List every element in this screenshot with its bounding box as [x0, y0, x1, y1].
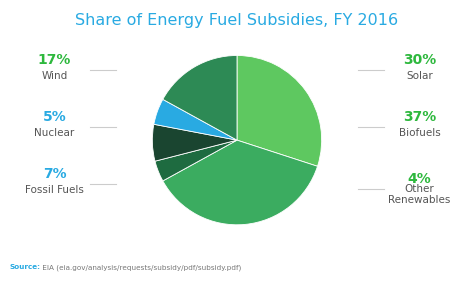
Wedge shape	[237, 55, 322, 166]
Text: EIA (eia.gov/analysis/requests/subsidy/pdf/subsidy.pdf): EIA (eia.gov/analysis/requests/subsidy/p…	[40, 264, 242, 271]
Wedge shape	[154, 99, 237, 140]
Text: Source:: Source:	[9, 265, 40, 270]
Wedge shape	[155, 140, 237, 181]
Text: 5%: 5%	[43, 110, 66, 124]
Wedge shape	[152, 124, 237, 161]
Text: 4%: 4%	[408, 172, 431, 186]
Text: Nuclear: Nuclear	[35, 128, 74, 138]
Text: Wind: Wind	[41, 71, 68, 81]
Text: 30%: 30%	[403, 53, 436, 67]
Text: Solar: Solar	[406, 71, 433, 81]
Text: Fossil Fuels: Fossil Fuels	[25, 185, 84, 195]
Text: 7%: 7%	[43, 168, 66, 181]
Wedge shape	[163, 55, 237, 140]
Text: 17%: 17%	[38, 53, 71, 67]
Text: 37%: 37%	[403, 110, 436, 124]
Wedge shape	[163, 140, 318, 225]
Text: Biofuels: Biofuels	[399, 128, 440, 138]
Text: Other
Renewables: Other Renewables	[388, 184, 451, 205]
Text: Share of Energy Fuel Subsidies, FY 2016: Share of Energy Fuel Subsidies, FY 2016	[75, 13, 399, 28]
